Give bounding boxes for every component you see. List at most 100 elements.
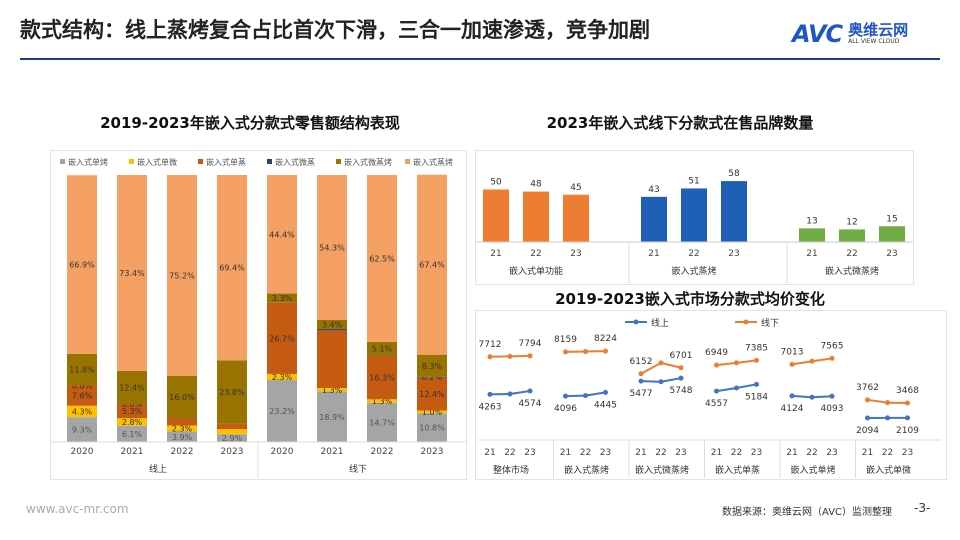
data-point (809, 394, 815, 400)
x-tick-label: 23 (751, 448, 762, 458)
x-tick-label: 21 (490, 249, 501, 259)
bar-segment (417, 410, 447, 414)
data-label: 4124 (781, 404, 804, 414)
data-label: 73.4% (119, 269, 145, 278)
group-label: 线下 (349, 463, 367, 475)
data-label: 5477 (630, 389, 653, 399)
x-tick-label: 23 (600, 448, 611, 458)
x-tick-label: 23 (902, 448, 913, 458)
data-label: 43 (648, 185, 659, 195)
data-point (678, 375, 684, 381)
data-label: 75.2% (169, 271, 195, 280)
data-label: 67.4% (419, 261, 445, 270)
group-label: 嵌入式蒸烤 (564, 464, 609, 476)
data-label: 69.4% (219, 264, 245, 273)
group-label: 嵌入式单蒸 (715, 464, 760, 476)
bar (483, 189, 509, 242)
data-label: 2.9% (222, 434, 243, 443)
logo-mark: AVC (792, 20, 843, 48)
data-label: 4263 (479, 402, 502, 412)
x-tick-label: 23 (826, 448, 837, 458)
data-label: 12.4% (119, 384, 145, 393)
data-label: 2.3% (272, 373, 293, 382)
data-label: 6152 (630, 357, 653, 367)
avc-logo: AVC 奥维云网 ALL VIEW CLOUD (792, 20, 908, 48)
data-label: 2109 (896, 426, 919, 436)
bar-segment (217, 175, 247, 361)
bar (681, 188, 707, 242)
footer-url[interactable]: www.avc-mr.com (26, 502, 129, 516)
x-tick-label: 21 (648, 249, 659, 259)
x-tick-label: 23 (570, 249, 581, 259)
bar-segment (367, 402, 397, 442)
data-point (734, 385, 739, 391)
data-point (527, 353, 533, 359)
data-point (809, 358, 815, 364)
data-label: 7.6% (72, 392, 93, 401)
data-label: 54.3% (319, 243, 345, 252)
bar (563, 194, 589, 242)
chart3-frame (475, 310, 947, 480)
legend-swatch (198, 159, 203, 164)
data-label: 2094 (856, 426, 879, 436)
data-label: 12.4% (419, 390, 445, 399)
data-label: 4096 (554, 404, 577, 414)
data-label: 6949 (705, 348, 728, 358)
data-label: 0.0% (122, 400, 143, 409)
x-tick-label: 2020 (271, 447, 294, 457)
data-label: 8159 (554, 335, 577, 345)
data-point (638, 371, 644, 377)
data-point (885, 400, 890, 406)
data-label: 16.3% (369, 374, 395, 383)
legend-label: 嵌入式蒸烤 (413, 157, 453, 167)
bar-segment (417, 413, 447, 442)
data-label: 11.8% (69, 366, 95, 375)
x-tick-label: 22 (655, 448, 666, 458)
chart3-svg: 线上 线下 21 22 23 整体市场 4263 4574 7712 7794 21 22 23 嵌入式蒸… (478, 317, 941, 478)
data-label: 3762 (856, 383, 879, 393)
x-tick-label: 2021 (121, 447, 144, 457)
bar-segment (267, 293, 297, 303)
data-point (658, 360, 664, 366)
data-source: 数据来源：奥维云网（AVC）监测整理 (722, 507, 893, 518)
x-tick-label: 21 (560, 448, 571, 458)
bar-segment (117, 404, 147, 419)
data-point (527, 388, 533, 394)
x-tick-label: 23 (728, 249, 739, 259)
group-label: 嵌入式单微 (866, 464, 911, 476)
bar-segment (267, 302, 297, 374)
data-label: 5.3% (122, 407, 143, 416)
x-tick-label: 22 (688, 249, 699, 259)
data-label: 0.2% (422, 373, 443, 382)
chart1-svg: 嵌入式单烤 嵌入式单微 嵌入式单蒸 嵌入式微蒸 嵌入式微蒸烤 嵌入式蒸烤 9.3% 4.3% 7… (50, 157, 466, 478)
data-label: 62.5% (369, 254, 395, 263)
data-label: 1.3% (322, 386, 343, 395)
data-label: 4445 (594, 400, 617, 410)
title-divider (20, 58, 940, 60)
bar-segment (167, 175, 197, 376)
data-label: 3.9% (172, 433, 193, 442)
bar-segment (367, 355, 397, 400)
x-tick-label: 21 (806, 249, 817, 259)
x-tick-label: 2023 (221, 447, 244, 457)
data-point (905, 415, 910, 421)
data-label: 0.0% (72, 381, 93, 390)
data-label: 1.0% (422, 408, 443, 417)
bar-segment (117, 175, 147, 371)
data-label: 2.8% (122, 418, 143, 427)
x-tick-label: 22 (731, 448, 742, 458)
data-point (487, 354, 493, 360)
x-tick-label: 22 (580, 448, 591, 458)
bar (839, 229, 865, 242)
data-label: 4.3% (72, 407, 93, 416)
bar-segment (367, 175, 397, 342)
data-point (789, 361, 795, 367)
legend-swatch (60, 159, 65, 164)
data-point (754, 381, 759, 387)
group-label: 嵌入式单烤 (790, 464, 835, 476)
data-label: 4093 (821, 404, 844, 414)
bar-segment (317, 175, 347, 320)
data-label: 23.8% (219, 388, 245, 397)
data-point (865, 397, 870, 403)
data-label: 13 (806, 216, 817, 226)
